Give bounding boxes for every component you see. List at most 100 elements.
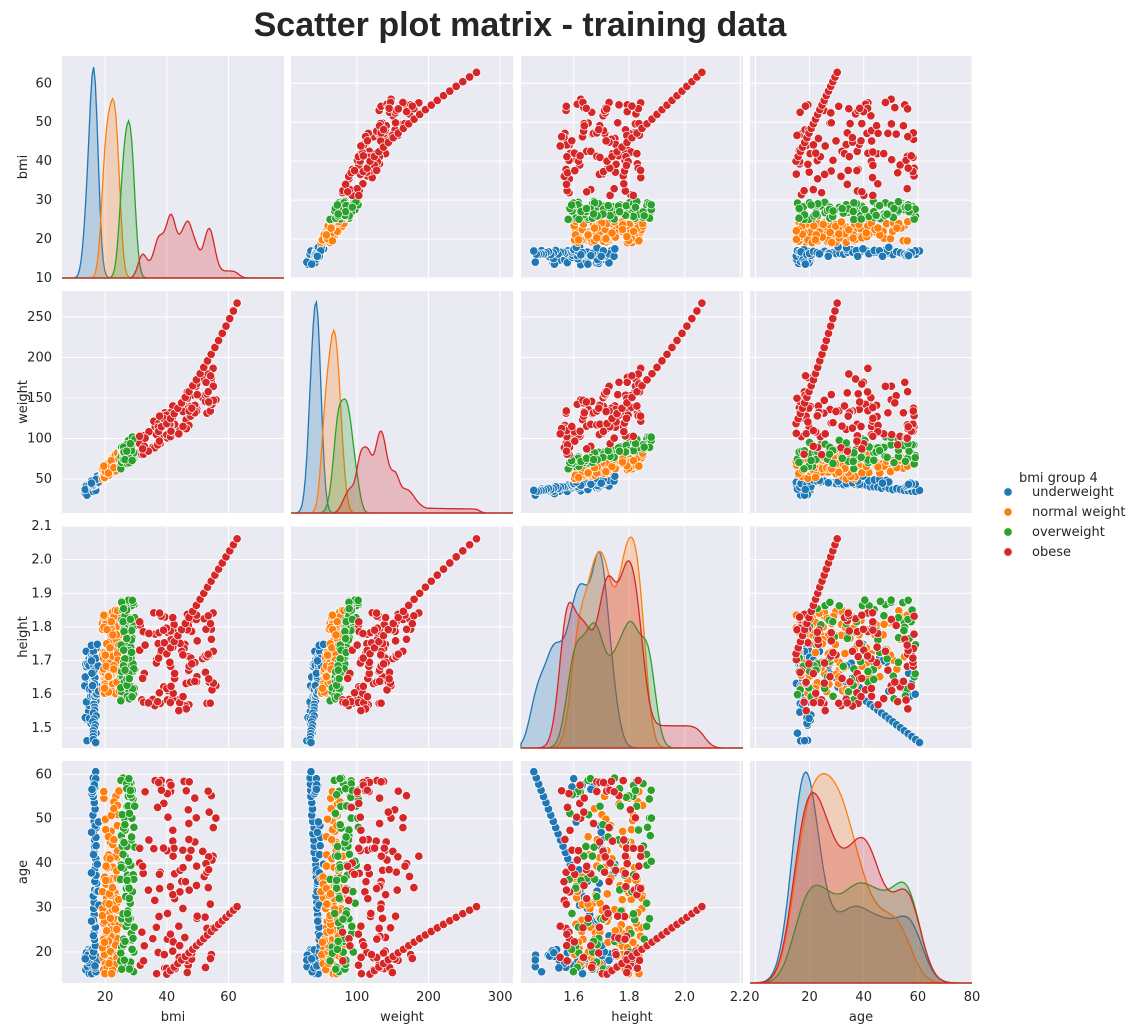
point-obese bbox=[343, 673, 353, 683]
point-obese bbox=[808, 426, 818, 436]
point-obese bbox=[842, 698, 852, 708]
point-obese bbox=[203, 786, 213, 796]
point-overweight bbox=[910, 669, 920, 679]
point-obese bbox=[799, 449, 809, 459]
ytick-age: 40 bbox=[35, 856, 52, 871]
point-obese bbox=[594, 403, 604, 413]
point-obese bbox=[800, 371, 811, 381]
point-obese bbox=[632, 401, 642, 411]
point-obese bbox=[135, 617, 145, 627]
point-underweight bbox=[86, 478, 97, 488]
point-overweight bbox=[330, 908, 340, 919]
point-obese bbox=[471, 67, 482, 77]
point-obese bbox=[393, 104, 403, 114]
point-obese bbox=[890, 398, 900, 408]
point-obese bbox=[847, 423, 857, 433]
ytick-weight: 50 bbox=[35, 472, 52, 487]
point-obese bbox=[349, 166, 360, 176]
point-underweight bbox=[529, 485, 539, 495]
point-overweight bbox=[125, 614, 135, 624]
point-obese bbox=[872, 642, 882, 652]
point-obese bbox=[853, 652, 863, 662]
point-overweight bbox=[806, 200, 816, 210]
point-normal-weight bbox=[107, 969, 117, 979]
point-obese bbox=[820, 141, 830, 151]
point-obese bbox=[891, 620, 901, 631]
point-overweight bbox=[122, 908, 132, 919]
point-obese bbox=[345, 941, 355, 951]
point-obese bbox=[349, 688, 360, 698]
point-overweight bbox=[341, 832, 351, 842]
point-obese bbox=[155, 608, 165, 618]
point-normal-weight bbox=[105, 854, 115, 864]
point-obese bbox=[181, 704, 191, 714]
point-obese bbox=[153, 697, 163, 707]
point-obese bbox=[376, 903, 386, 914]
point-normal-weight bbox=[589, 223, 600, 233]
ylabel-bmi: bmi bbox=[16, 155, 31, 180]
point-obese bbox=[165, 882, 175, 892]
point-obese bbox=[356, 952, 366, 962]
point-normal-weight bbox=[323, 650, 333, 660]
point-obese bbox=[192, 861, 202, 871]
point-overweight bbox=[338, 914, 348, 924]
point-obese bbox=[205, 371, 216, 381]
point-obese bbox=[909, 611, 919, 621]
point-overweight bbox=[124, 883, 134, 893]
point-obese bbox=[857, 444, 867, 454]
point-overweight bbox=[848, 456, 858, 466]
point-obese bbox=[338, 956, 348, 966]
point-obese bbox=[358, 681, 368, 691]
point-overweight bbox=[325, 956, 335, 966]
point-obese bbox=[156, 785, 166, 795]
point-obese bbox=[636, 411, 646, 421]
point-overweight bbox=[348, 887, 358, 897]
point-obese bbox=[826, 118, 836, 128]
point-obese bbox=[803, 417, 813, 427]
point-obese bbox=[153, 802, 163, 812]
point-obese bbox=[863, 387, 873, 397]
point-obese bbox=[358, 179, 368, 189]
point-obese bbox=[232, 534, 242, 544]
point-underweight bbox=[814, 249, 824, 259]
point-normal-weight bbox=[629, 226, 639, 236]
point-obese bbox=[799, 186, 809, 196]
point-obese bbox=[567, 421, 577, 432]
point-overweight bbox=[129, 822, 139, 832]
point-overweight bbox=[335, 820, 345, 830]
point-obese bbox=[178, 692, 188, 702]
point-obese bbox=[863, 363, 873, 373]
ytick-height: 1.9 bbox=[31, 586, 52, 601]
point-obese bbox=[174, 706, 184, 716]
point-normal-weight bbox=[574, 235, 584, 245]
point-obese bbox=[627, 101, 637, 111]
point-obese bbox=[842, 179, 852, 189]
point-obese bbox=[149, 844, 159, 854]
point-normal-weight bbox=[97, 911, 107, 921]
point-obese bbox=[175, 941, 185, 951]
point-overweight bbox=[875, 201, 885, 211]
point-overweight bbox=[119, 838, 129, 848]
point-obese bbox=[191, 880, 202, 891]
point-obese bbox=[392, 885, 402, 895]
point-obese bbox=[579, 408, 589, 418]
point-normal-weight bbox=[873, 223, 883, 233]
point-obese bbox=[353, 960, 364, 970]
point-obese bbox=[906, 151, 916, 161]
point-obese bbox=[144, 628, 154, 639]
point-overweight bbox=[621, 201, 631, 211]
point-obese bbox=[856, 421, 866, 432]
point-obese bbox=[409, 611, 419, 621]
point-overweight bbox=[331, 964, 341, 974]
point-obese bbox=[893, 440, 903, 450]
point-obese bbox=[677, 328, 687, 338]
point-obese bbox=[393, 649, 403, 659]
point-overweight bbox=[792, 690, 803, 700]
point-obese bbox=[900, 377, 910, 387]
point-obese bbox=[898, 121, 908, 131]
point-obese bbox=[868, 625, 878, 635]
point-obese bbox=[400, 861, 410, 871]
